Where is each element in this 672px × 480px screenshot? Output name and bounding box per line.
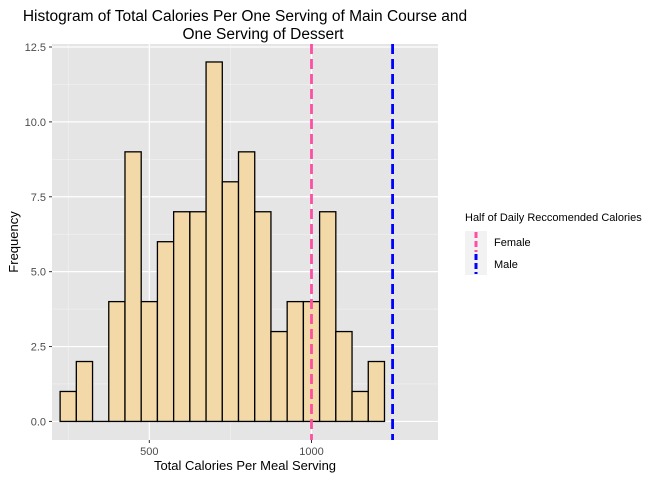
y-axis: 0.0 2.5 5.0 7.5 10.0 12.5 [25,42,52,428]
histogram-bar [221,181,240,423]
y-tick-label: 10.0 [25,117,46,129]
histogram-bar [140,300,159,423]
x-tick-label: 1000 [299,446,323,458]
y-tick-label: 5.0 [31,267,46,279]
histogram-bar [189,211,207,423]
histogram-bars [59,61,386,423]
y-tick-label: 2.5 [31,342,46,354]
histogram-bar [335,330,353,423]
chart-title: Histogram of Total Calories Per One Serv… [23,8,467,43]
histogram-bar [59,390,77,423]
histogram-bar [286,300,305,423]
legend-title: Half of Daily Reccomended Calories [465,212,642,224]
y-tick-label: 12.5 [25,42,46,54]
histogram-bar [124,151,142,423]
chart-title-line-2: One Serving of Dessert [182,26,344,43]
legend-label-male: Male [494,259,518,271]
x-tick-label: 500 [140,446,158,458]
reference-lines [310,44,394,440]
histogram-bar [156,241,175,423]
legend: Half of Daily Reccomended Calories Femal… [465,212,642,275]
histogram-bar [254,211,272,423]
histogram-bar [75,360,94,423]
histogram-bar [367,360,386,423]
x-axis-title: Total Calories Per Meal Serving [154,458,336,473]
y-tick-label: 0.0 [31,416,46,428]
x-axis: 500 1000 [140,440,324,458]
chart-title-line-1: Histogram of Total Calories Per One Serv… [23,8,467,25]
histogram-bar [205,61,223,423]
histogram-bar [351,390,369,423]
histogram-bar [108,300,126,423]
histogram-bar [318,211,337,423]
legend-label-female: Female [494,237,531,249]
histogram-bar [270,330,288,423]
y-axis-title: Frequency [6,211,21,273]
histogram-bar [172,211,191,423]
histogram-bar [237,151,256,423]
y-tick-label: 7.5 [31,192,46,204]
